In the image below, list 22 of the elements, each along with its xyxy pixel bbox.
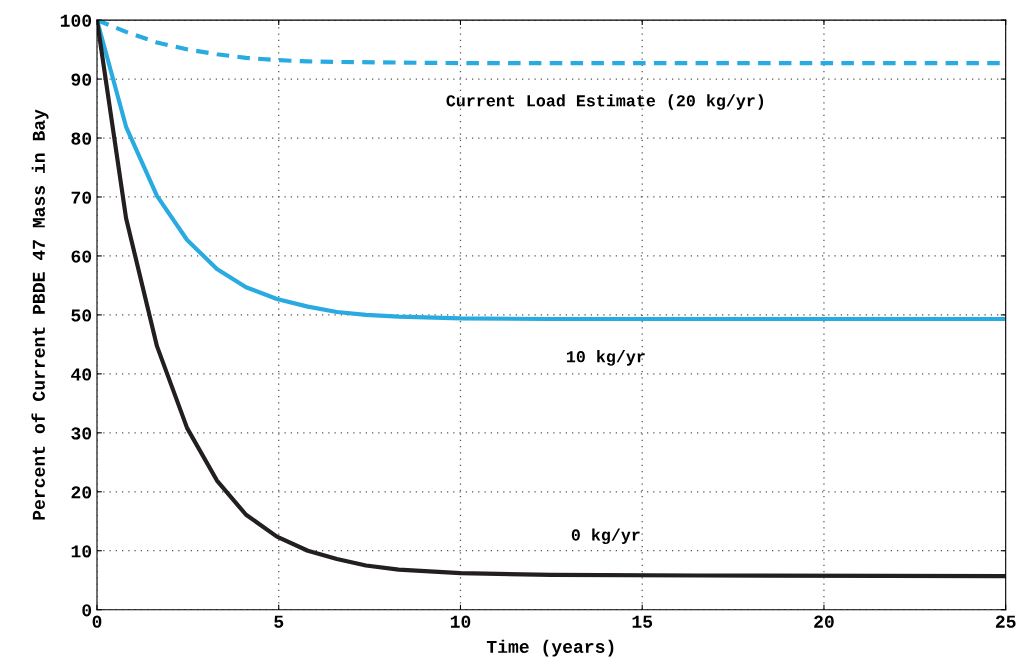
- y-axis-title: Percent of Current PBDE 47 Mass in Bay: [31, 109, 49, 520]
- y-tick-label: 40: [71, 368, 92, 381]
- series-label: 10 kg/yr: [566, 350, 645, 366]
- y-tick-label: 70: [71, 191, 92, 204]
- y-tick-label: 20: [71, 486, 92, 499]
- x-axis-title: Time (years): [486, 639, 614, 657]
- y-tick-label: 100: [60, 14, 92, 27]
- y-tick-label: 0: [82, 604, 92, 617]
- x-tick-label: 5: [274, 615, 284, 628]
- x-tick-label: 10: [450, 615, 471, 628]
- series-label: 0 kg/yr: [571, 528, 640, 545]
- x-tick-label: 0: [92, 615, 102, 628]
- y-tick-label: 60: [71, 250, 92, 263]
- x-tick-label: 20: [814, 615, 834, 628]
- y-tick-label: 80: [71, 132, 92, 145]
- y-tick-label: 90: [71, 73, 92, 86]
- x-tick-label: 25: [995, 615, 1016, 628]
- x-tick-label: 15: [632, 615, 653, 628]
- y-tick-label: 30: [71, 427, 92, 440]
- y-tick-label: 50: [71, 309, 92, 322]
- y-tick-label: 10: [71, 545, 92, 558]
- series-label: Current Load Estimate (20 kg/yr): [446, 94, 764, 110]
